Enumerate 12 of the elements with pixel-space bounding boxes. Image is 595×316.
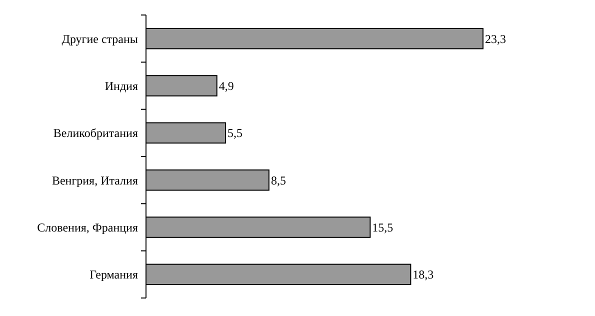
data-label: 5,5 xyxy=(228,126,243,140)
y-tick-label: Венгрия, Италия xyxy=(52,173,138,188)
y-tick-label: Индия xyxy=(104,78,138,93)
y-tick-label: Германия xyxy=(90,268,138,282)
data-label: 15,5 xyxy=(372,220,394,234)
data-label: 8,5 xyxy=(270,173,286,188)
data-label: 23,3 xyxy=(485,32,506,46)
y-tick-label: Словения, Франция xyxy=(37,220,138,234)
y-tick-label: Великобритания xyxy=(53,126,138,140)
data-label: 18,3 xyxy=(412,268,434,282)
data-label: 4,9 xyxy=(218,78,234,93)
y-tick-label: Другие страны xyxy=(62,32,138,46)
